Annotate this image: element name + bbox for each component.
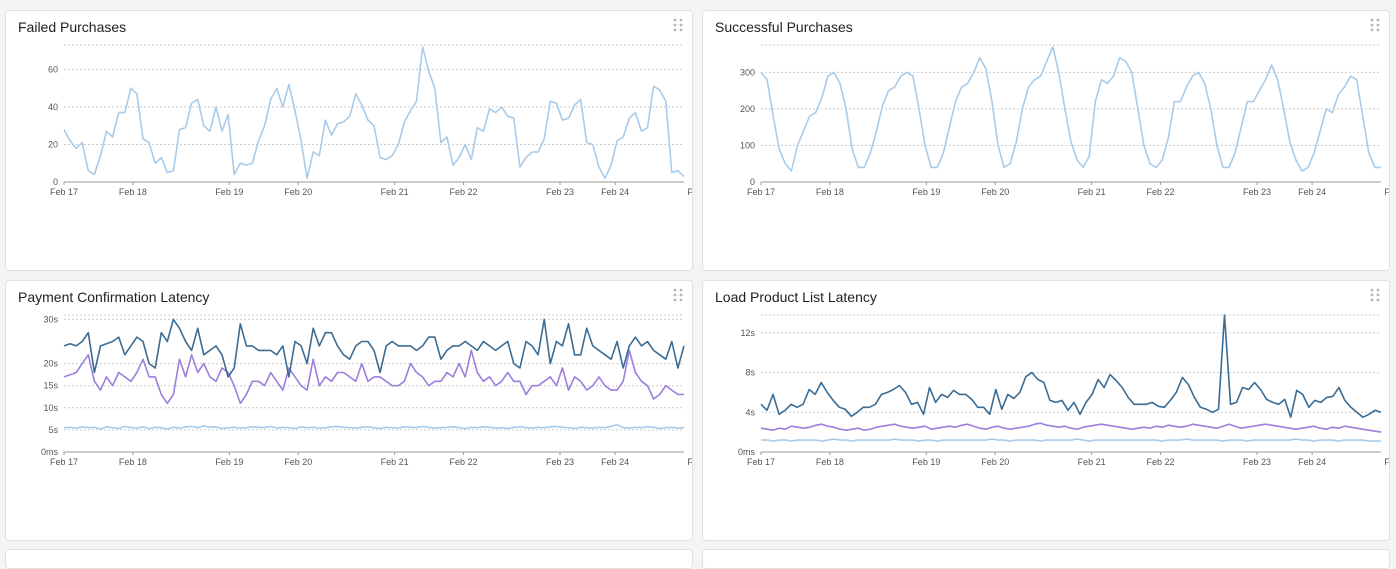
x-tick-label: Feb 24 xyxy=(1298,457,1326,467)
x-tick-label: Feb 24 xyxy=(1298,187,1326,197)
drag-handle-icon[interactable] xyxy=(1369,17,1381,33)
x-tick-label: Feb 25 xyxy=(1384,457,1389,467)
x-tick-label: Feb 25 xyxy=(687,187,692,197)
x-tick-label: Feb 23 xyxy=(546,457,574,467)
x-tick-label: Feb 20 xyxy=(284,187,312,197)
x-tick-label: Feb 22 xyxy=(1147,187,1175,197)
x-tick-label: Feb 23 xyxy=(546,187,574,197)
panel-title: Payment Confirmation Latency xyxy=(18,289,210,305)
panel-title: Load Product List Latency xyxy=(715,289,877,305)
y-tick-label: 20s xyxy=(43,359,58,369)
x-tick-label: Feb 22 xyxy=(450,457,478,467)
x-tick-label: Feb 20 xyxy=(981,187,1009,197)
x-tick-label: Feb 20 xyxy=(981,457,1009,467)
series-line-0 xyxy=(63,423,685,430)
x-tick-label: Feb 23 xyxy=(1243,187,1271,197)
x-tick-label: Feb 20 xyxy=(284,457,312,467)
series-line-0 xyxy=(63,46,685,179)
failed-purchases-panel: Failed Purchases 0 20 40 60 Feb 17 Feb 18 Feb … xyxy=(5,10,693,271)
x-tick-label: Feb 19 xyxy=(215,187,243,197)
payment-confirmation-latency-chart[interactable]: 0ms 5s 10s 15s 20s 30s Feb 17 Feb 18 Feb 19 Feb 2… xyxy=(6,281,692,540)
drag-handle-icon[interactable] xyxy=(1369,287,1381,303)
series-line-0 xyxy=(760,45,1381,172)
y-tick-label: 10s xyxy=(43,403,58,413)
x-tick-label: Feb 24 xyxy=(601,457,629,467)
y-tick-label: 4s xyxy=(745,407,755,417)
y-tick-label: 300 xyxy=(740,67,755,77)
y-tick-label: 0 xyxy=(53,177,58,187)
y-tick-label: 8s xyxy=(745,368,755,378)
next-panel-partial-right xyxy=(702,549,1390,569)
y-tick-label: 200 xyxy=(740,104,755,114)
x-tick-label: Feb 24 xyxy=(601,187,629,197)
x-tick-label: Feb 17 xyxy=(747,457,775,467)
x-tick-label: Feb 18 xyxy=(816,187,844,197)
next-panel-partial-left xyxy=(5,549,693,569)
series-line-1 xyxy=(63,349,684,405)
x-tick-label: Feb 19 xyxy=(912,457,940,467)
x-tick-label: Feb 17 xyxy=(747,187,775,197)
y-tick-label: 100 xyxy=(740,140,755,150)
payment-confirmation-latency-panel: Payment Confirmation Latency 0ms 5s 10s 15s… xyxy=(5,280,693,541)
x-tick-label: Feb 22 xyxy=(450,187,478,197)
x-tick-label: Feb 18 xyxy=(119,457,147,467)
y-tick-label: 40 xyxy=(48,102,58,112)
y-tick-label: 60 xyxy=(48,64,58,74)
x-tick-label: Feb 19 xyxy=(215,457,243,467)
x-tick-label: Feb 21 xyxy=(381,187,409,197)
x-tick-label: Feb 17 xyxy=(50,187,78,197)
y-tick-label: 30s xyxy=(43,314,58,324)
x-tick-label: Feb 18 xyxy=(119,187,147,197)
x-tick-label: Feb 18 xyxy=(816,457,844,467)
series-line-2 xyxy=(760,314,1382,419)
y-tick-label: 0ms xyxy=(41,447,59,457)
y-tick-label: 5s xyxy=(48,425,58,435)
y-tick-label: 15s xyxy=(43,381,58,391)
x-tick-label: Feb 19 xyxy=(912,187,940,197)
dashboard-grid: Failed Purchases 0 20 40 60 Feb 17 Feb 18 Feb … xyxy=(5,10,1390,569)
panel-title: Successful Purchases xyxy=(715,19,853,35)
x-tick-label: Feb 23 xyxy=(1243,457,1271,467)
drag-handle-icon[interactable] xyxy=(672,17,684,33)
x-tick-label: Feb 21 xyxy=(1078,187,1106,197)
successful-purchases-panel: Successful Purchases 0 100 200 300 Feb 17 Feb… xyxy=(702,10,1390,271)
series-line-0 xyxy=(761,438,1381,442)
x-tick-label: Feb 21 xyxy=(381,457,409,467)
load-product-list-latency-chart[interactable]: 0ms 4s 8s 12s Feb 17 Feb 18 Feb 19 Feb 20 Feb 21… xyxy=(703,281,1389,540)
failed-purchases-chart[interactable]: 0 20 40 60 Feb 17 Feb 18 Feb 19 Feb 20 Feb 21 Feb… xyxy=(6,11,692,270)
x-tick-label: Feb 21 xyxy=(1078,457,1106,467)
y-tick-label: 20 xyxy=(48,139,58,149)
drag-handle-icon[interactable] xyxy=(672,287,684,303)
x-tick-label: Feb 25 xyxy=(687,457,692,467)
series-line-2 xyxy=(63,318,685,378)
x-tick-label: Feb 25 xyxy=(1384,187,1389,197)
load-product-list-latency-panel: Load Product List Latency 0ms 4s 8s 12s Feb … xyxy=(702,280,1390,541)
panel-title: Failed Purchases xyxy=(18,19,127,35)
y-tick-label: 0 xyxy=(750,177,755,187)
successful-purchases-chart[interactable]: 0 100 200 300 Feb 17 Feb 18 Feb 19 Feb 20 Feb 21… xyxy=(703,11,1389,270)
y-tick-label: 12s xyxy=(740,328,755,338)
x-tick-label: Feb 17 xyxy=(50,457,78,467)
series-line-1 xyxy=(760,422,1382,433)
x-tick-label: Feb 22 xyxy=(1147,457,1175,467)
y-tick-label: 0ms xyxy=(738,447,756,457)
